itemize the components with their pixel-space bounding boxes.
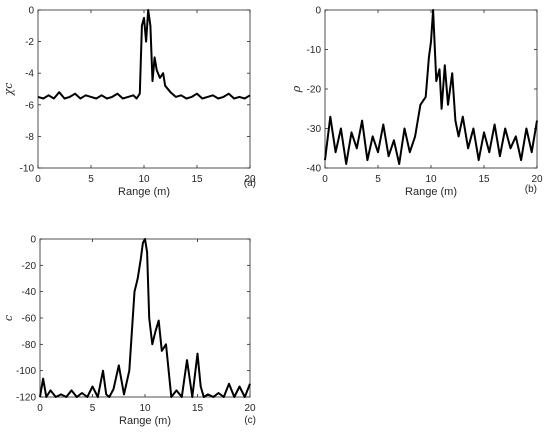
y-tick-label-b-3: -30 — [307, 124, 322, 135]
chart-panel-c: 0 5 10 15 20 0 -20 -40 -60 -80 -100 -120 Range (m) c (… — [2, 235, 256, 428]
y-tick-label-a-4: -8 — [25, 132, 34, 143]
x-tick-label-c-1: 5 — [90, 403, 96, 414]
x-tick-label-b-2: 10 — [425, 174, 437, 185]
y-tick-label-a-2: -4 — [25, 69, 34, 80]
y-axis-label-c: c — [2, 315, 15, 321]
x-tick-label-a-4: 20 — [244, 174, 256, 185]
chart-panel-a: 0 5 10 15 20 0 -2 -4 -6 -8 -10 Range (m) χc (a) — [2, 6, 256, 199]
y-tick-label-c-0: 0 — [30, 235, 36, 246]
x-axis-label-c: Range (m) — [119, 415, 171, 427]
x-axis-label-a: Range (m) — [118, 186, 170, 198]
panel-tag-c: (c) — [244, 415, 256, 426]
x-tick-label-a-1: 5 — [88, 174, 94, 185]
y-tick-label-b-1: -10 — [307, 45, 322, 56]
x-tick-label-a-2: 10 — [138, 174, 150, 185]
x-tick-label-a-0: 0 — [35, 174, 41, 185]
y-tick-label-c-5: -100 — [16, 366, 36, 377]
x-tick-label-b-4: 20 — [531, 174, 543, 185]
plot-frame-c — [39, 238, 251, 398]
x-tick-label-c-0: 0 — [37, 403, 43, 414]
x-tick-label-a-3: 15 — [191, 174, 203, 185]
y-axis-label-a: χc — [2, 83, 15, 97]
y-tick-label-a-0: 0 — [28, 6, 34, 17]
plot-frame-a — [37, 9, 251, 169]
y-tick-label-c-6: -120 — [16, 393, 36, 404]
y-tick-label-c-4: -80 — [22, 340, 37, 351]
x-tick-label-b-0: 0 — [322, 174, 328, 185]
panel-tag-b: (b) — [525, 184, 537, 195]
panel-tag-a: (a) — [244, 178, 256, 189]
y-tick-label-c-3: -60 — [22, 314, 37, 325]
x-tick-label-b-3: 15 — [478, 174, 490, 185]
x-tick-label-c-2: 10 — [139, 403, 151, 414]
y-tick-label-c-1: -20 — [22, 261, 37, 272]
chart-panel-b: 0 5 10 15 20 0 -10 -20 -30 -40 Range (m) ρ (b) — [290, 6, 543, 199]
y-tick-label-b-2: -20 — [307, 85, 322, 96]
series-line-b-0 — [324, 9, 538, 165]
y-tick-label-a-1: -2 — [25, 37, 34, 48]
series-line-a-0 — [37, 9, 251, 100]
x-tick-label-b-1: 5 — [375, 174, 381, 185]
x-tick-label-c-3: 15 — [192, 403, 204, 414]
y-tick-label-c-2: -40 — [22, 287, 37, 298]
x-axis-label-b: Range (m) — [405, 186, 457, 198]
y-tick-label-a-5: -10 — [20, 164, 35, 175]
y-tick-label-b-4: -40 — [307, 164, 322, 175]
series-line-c-0 — [39, 238, 251, 398]
y-tick-label-b-0: 0 — [315, 6, 321, 17]
y-tick-label-a-3: -6 — [25, 100, 34, 111]
x-tick-label-c-4: 20 — [244, 403, 256, 414]
y-axis-label-b: ρ — [290, 85, 303, 93]
